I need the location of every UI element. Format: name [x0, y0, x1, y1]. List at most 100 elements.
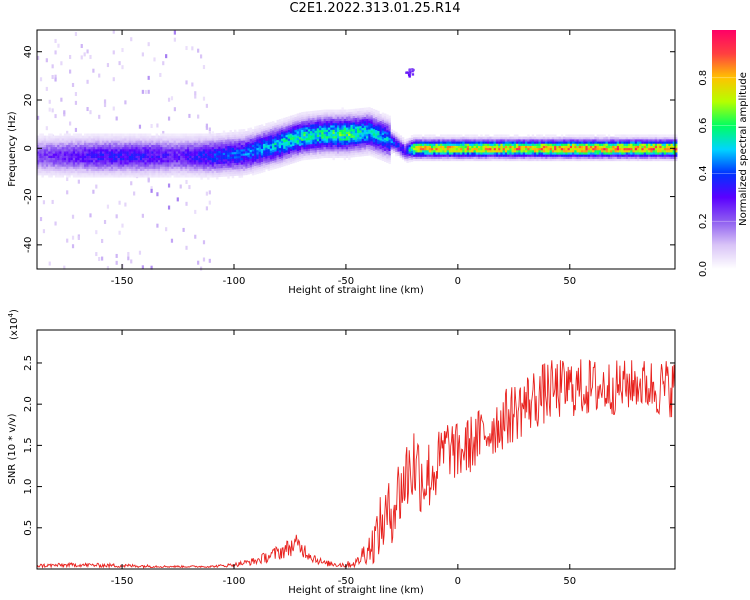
heatmap-cell [233, 147, 237, 150]
heatmap-cell [292, 160, 295, 164]
heatmap-cell [556, 143, 559, 146]
heatmap-cell [218, 135, 221, 138]
heatmap-cell [95, 230, 98, 235]
heatmap-cell [319, 151, 322, 155]
heatmap-cell [162, 61, 165, 66]
heatmap-cell [383, 143, 387, 147]
heatmap-cell [388, 128, 391, 132]
heatmap-cell [448, 140, 452, 144]
heatmap-cell [287, 142, 291, 146]
heatmap-cell [89, 54, 92, 59]
heatmap-cell [435, 136, 438, 140]
heatmap-cell [98, 73, 101, 78]
heatmap-cell [305, 131, 309, 134]
heatmap-cell [92, 170, 96, 174]
heatmap-cell [148, 172, 152, 176]
heatmap-cell [285, 160, 288, 164]
heatmap-cell [533, 158, 537, 162]
heatmap-cell [504, 158, 508, 162]
heatmap-cell [141, 265, 144, 270]
heatmap-cell [652, 151, 656, 155]
heatmap-cell [70, 148, 73, 152]
heatmap-cell [135, 135, 138, 139]
heatmap-cell [274, 140, 277, 143]
heatmap-cell [198, 172, 201, 176]
heatmap-cell [383, 113, 387, 117]
heatmap-cell [350, 128, 353, 132]
heatmap-cell [345, 139, 349, 143]
heatmap-cell [238, 133, 241, 137]
heatmap-cell [645, 156, 649, 159]
heatmap-cell [408, 139, 412, 143]
heatmap-cell [601, 158, 604, 162]
heatmap-cell [164, 148, 167, 152]
heatmap-cell [193, 148, 197, 152]
heatmap-cell [484, 138, 488, 142]
heatmap-cell [68, 168, 71, 172]
heatmap-cell [377, 132, 380, 136]
heatmap-cell [150, 186, 153, 191]
heatmap-cell [236, 164, 239, 168]
heatmap-cell [462, 151, 465, 155]
heatmap-cell [301, 148, 304, 152]
heatmap-cell [585, 149, 588, 153]
heatmap-cell [251, 170, 255, 174]
heatmap-cell [643, 140, 647, 144]
heatmap-cell [66, 137, 69, 141]
heatmap-cell [285, 143, 288, 146]
heatmap-cell [672, 151, 676, 155]
heatmap-cell [285, 158, 288, 162]
heatmap-cell [118, 200, 121, 205]
heatmap-cell [334, 111, 338, 115]
heatmap-cell [372, 128, 376, 132]
heatmap-cell [164, 155, 167, 159]
heatmap-cell [289, 159, 293, 162]
heatmap-cell [50, 150, 53, 154]
heatmap-cell [610, 147, 613, 151]
heatmap-cell [336, 144, 340, 148]
heatmap-cell [574, 149, 577, 153]
heatmap-cell [513, 136, 517, 140]
heatmap-cell [165, 54, 168, 59]
heatmap-cell [509, 158, 512, 162]
heatmap-cell [66, 150, 69, 154]
heatmap-cell [386, 144, 389, 148]
heatmap-cell [135, 168, 138, 172]
heatmap-cell [229, 156, 232, 159]
heatmap-cell [610, 153, 613, 157]
heatmap-cell [157, 157, 161, 161]
heatmap-cell [493, 143, 497, 146]
heatmap-cell [137, 150, 141, 154]
heatmap-cell [372, 137, 376, 141]
heatmap-cell [247, 167, 250, 171]
heatmap-cell [90, 157, 94, 161]
heatmap-cell [115, 116, 118, 121]
heatmap-cell [92, 159, 96, 163]
heatmap-cell [634, 134, 638, 138]
heatmap-cell [303, 129, 306, 132]
heatmap-cell [256, 153, 259, 157]
heatmap-cell [74, 127, 78, 132]
heatmap-cell [256, 158, 259, 162]
heatmap-cell [422, 145, 425, 149]
heatmap-cell [247, 152, 250, 155]
heatmap-cell [157, 139, 161, 143]
heatmap-cell [184, 142, 188, 145]
heatmap-cell [61, 148, 65, 152]
heatmap-cell [502, 143, 506, 146]
heatmap-cell [236, 168, 239, 172]
heatmap-cell [619, 149, 622, 153]
heatmap-cell [135, 174, 138, 178]
heatmap-cell [227, 173, 230, 177]
heatmap-cell [148, 133, 152, 137]
heatmap-cell [357, 123, 360, 127]
heatmap-cell [157, 135, 161, 139]
heatmap-cell [379, 144, 382, 148]
heatmap-cell [81, 170, 85, 174]
heatmap-cell [437, 140, 441, 144]
heatmap-cell [328, 116, 331, 119]
heatmap-cell [641, 140, 644, 144]
heatmap-cell [173, 150, 176, 154]
heatmap-cell [368, 148, 371, 152]
heatmap-cell [334, 146, 338, 150]
